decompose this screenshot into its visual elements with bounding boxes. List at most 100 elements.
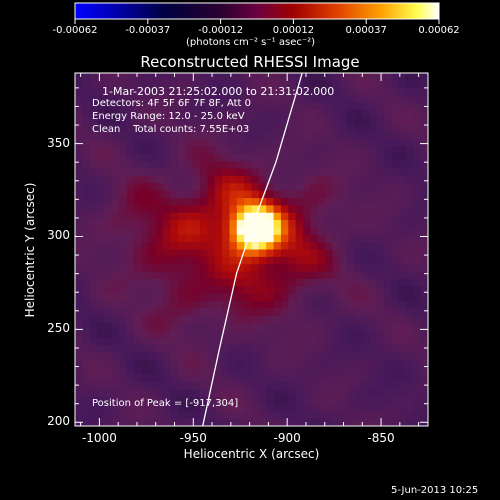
heatmap-cell	[214, 381, 223, 390]
heatmap-cell	[163, 205, 172, 214]
axis-ticks	[75, 73, 428, 426]
heatmap-cell	[200, 198, 208, 206]
heatmap-cell	[111, 315, 120, 324]
heatmap-cell	[141, 367, 150, 376]
heatmap-cell	[141, 308, 150, 317]
colorbar-tick-label: -0.00062	[52, 25, 98, 36]
heatmap-cell	[229, 117, 238, 126]
heatmap-cell	[347, 190, 356, 199]
heatmap-cell	[192, 234, 201, 243]
heatmap-cell	[405, 87, 414, 96]
heatmap-cell	[141, 352, 150, 361]
heatmap-cell	[258, 80, 267, 89]
heatmap-cell	[177, 403, 186, 412]
heatmap-cell	[273, 161, 282, 170]
heatmap-cell	[200, 330, 208, 339]
heatmap-cell	[192, 183, 201, 192]
heatmap-cell	[310, 87, 319, 96]
heatmap-cell	[222, 352, 231, 361]
heatmap-cell	[155, 286, 164, 295]
heatmap-cell	[354, 117, 363, 126]
heatmap-cell	[266, 242, 275, 251]
heatmap-cell	[405, 220, 414, 229]
heatmap-cell	[369, 131, 378, 140]
heatmap-cell	[413, 117, 422, 126]
heatmap-cell	[229, 403, 238, 412]
heatmap-cell	[111, 352, 120, 361]
heatmap-cell	[177, 73, 186, 81]
heatmap-cell	[75, 124, 83, 133]
heatmap-cell	[89, 256, 98, 265]
heatmap-cell	[420, 345, 428, 354]
heatmap-cell	[133, 205, 142, 214]
heatmap-cell	[170, 249, 179, 258]
heatmap-cell	[354, 352, 363, 361]
heatmap-cell	[295, 109, 304, 118]
heatmap-cell	[75, 87, 83, 96]
heatmap-cell	[200, 190, 208, 199]
heatmap-cell	[339, 315, 348, 324]
heatmap-cell	[332, 161, 341, 170]
heatmap-cell	[133, 242, 142, 251]
heatmap-cell	[413, 227, 422, 236]
heatmap-cell	[97, 102, 106, 111]
heatmap-cell	[133, 227, 142, 236]
heatmap-cell	[347, 396, 356, 405]
heatmap-cell	[229, 212, 238, 221]
heatmap-cell	[126, 168, 135, 177]
heatmap-cell	[288, 330, 297, 339]
detectors-annotation: Detectors: 4F 5F 6F 7F 8F, Att 0	[92, 98, 252, 109]
heatmap-cell	[302, 242, 311, 251]
heatmap-cell	[82, 161, 91, 170]
heatmap-cell	[376, 242, 385, 251]
heatmap-cell	[258, 198, 267, 206]
heatmap-cell	[266, 161, 275, 170]
heatmap-cell	[288, 139, 297, 148]
heatmap-cell	[229, 227, 238, 236]
heatmap-cell	[82, 300, 91, 309]
heatmap-cell	[339, 175, 348, 184]
heatmap-cell	[266, 293, 275, 302]
heatmap-cell	[369, 381, 378, 390]
heatmap-cell	[376, 102, 385, 111]
heatmap-cell	[119, 315, 128, 324]
heatmap-cell	[398, 131, 407, 140]
heatmap-cell	[89, 205, 98, 214]
heatmap-cell	[177, 234, 186, 243]
heatmap-cell	[376, 220, 385, 229]
heatmap-cell	[413, 337, 422, 346]
heatmap-cell	[251, 153, 260, 162]
heatmap-cell	[266, 227, 275, 236]
heatmap-cell	[177, 367, 186, 376]
heatmap-cell	[185, 293, 194, 302]
heatmap-cell	[75, 381, 83, 390]
heatmap-cell	[97, 359, 106, 368]
heatmap-cell	[280, 190, 289, 199]
heatmap-cell	[185, 190, 194, 199]
heatmap-cell	[251, 146, 260, 155]
heatmap-cell	[302, 271, 311, 280]
heatmap-cell	[141, 242, 150, 251]
heatmap-cell	[97, 242, 106, 251]
heatmap-cell	[295, 249, 304, 258]
heatmap-cell	[332, 183, 341, 192]
heatmap-cell	[310, 278, 319, 287]
colorbar-tick-label: -0.00037	[125, 25, 171, 36]
heatmap-cell	[251, 161, 260, 170]
heatmap-cell	[288, 293, 297, 302]
heatmap-cell	[148, 183, 157, 192]
heatmap-cell	[405, 117, 414, 126]
heatmap-cell	[192, 175, 201, 184]
heatmap-cell	[89, 300, 98, 309]
heatmap-cell	[97, 220, 106, 229]
heatmap-cell	[244, 359, 253, 368]
heatmap-cell	[398, 300, 407, 309]
heatmap-cell	[295, 411, 304, 420]
heatmap-cell	[214, 183, 223, 192]
heatmap-cell	[163, 175, 172, 184]
heatmap	[75, 73, 428, 426]
heatmap-cell	[192, 337, 201, 346]
heatmap-cell	[163, 264, 172, 273]
heatmap-cell	[244, 264, 253, 273]
heatmap-cell	[126, 374, 135, 383]
